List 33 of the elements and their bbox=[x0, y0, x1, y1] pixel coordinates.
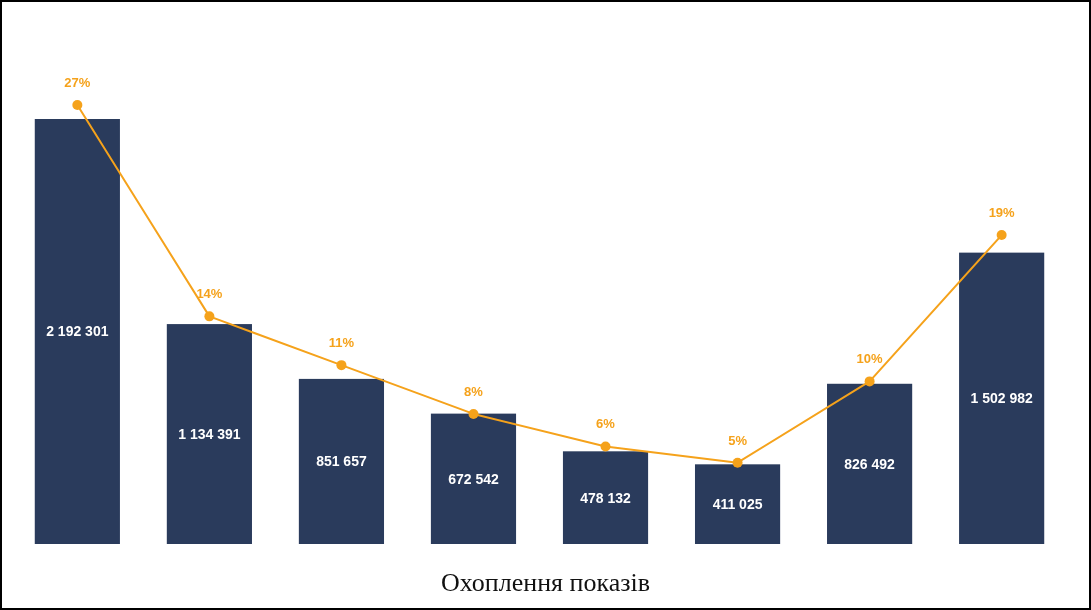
data-label: 11% bbox=[328, 335, 355, 351]
bar bbox=[959, 252, 1045, 544]
bar bbox=[430, 413, 517, 544]
data-label: 6% bbox=[596, 416, 616, 432]
point bbox=[468, 408, 479, 419]
point bbox=[600, 441, 611, 452]
data-label: 10% bbox=[856, 351, 884, 367]
point bbox=[204, 311, 215, 322]
data-label: 14% bbox=[196, 286, 223, 302]
bar bbox=[562, 451, 649, 544]
data-label: 2 192 301 bbox=[46, 323, 109, 340]
data-label: 851 657 bbox=[316, 453, 367, 470]
data-label: 478 132 bbox=[580, 489, 632, 506]
bar bbox=[694, 464, 781, 544]
data-label: 1 134 391 bbox=[178, 425, 241, 442]
data-label: 411 025 bbox=[712, 496, 763, 513]
point bbox=[864, 376, 875, 387]
point bbox=[996, 230, 1007, 241]
bar bbox=[166, 324, 252, 544]
data-label: 8% bbox=[464, 383, 484, 399]
bar bbox=[298, 378, 385, 544]
bar bbox=[34, 119, 120, 544]
data-label: 1 502 982 bbox=[970, 390, 1033, 407]
data-label: 672 542 bbox=[448, 470, 499, 487]
point bbox=[336, 360, 347, 371]
data-label: 5% bbox=[728, 432, 748, 448]
data-label: 27% bbox=[64, 75, 91, 90]
text: Охоплення показів bbox=[441, 568, 650, 597]
point bbox=[72, 100, 83, 110]
data-label: 826 492 bbox=[844, 455, 896, 472]
data-label: 19% bbox=[988, 205, 1016, 221]
bar bbox=[827, 383, 913, 544]
point bbox=[732, 457, 743, 468]
